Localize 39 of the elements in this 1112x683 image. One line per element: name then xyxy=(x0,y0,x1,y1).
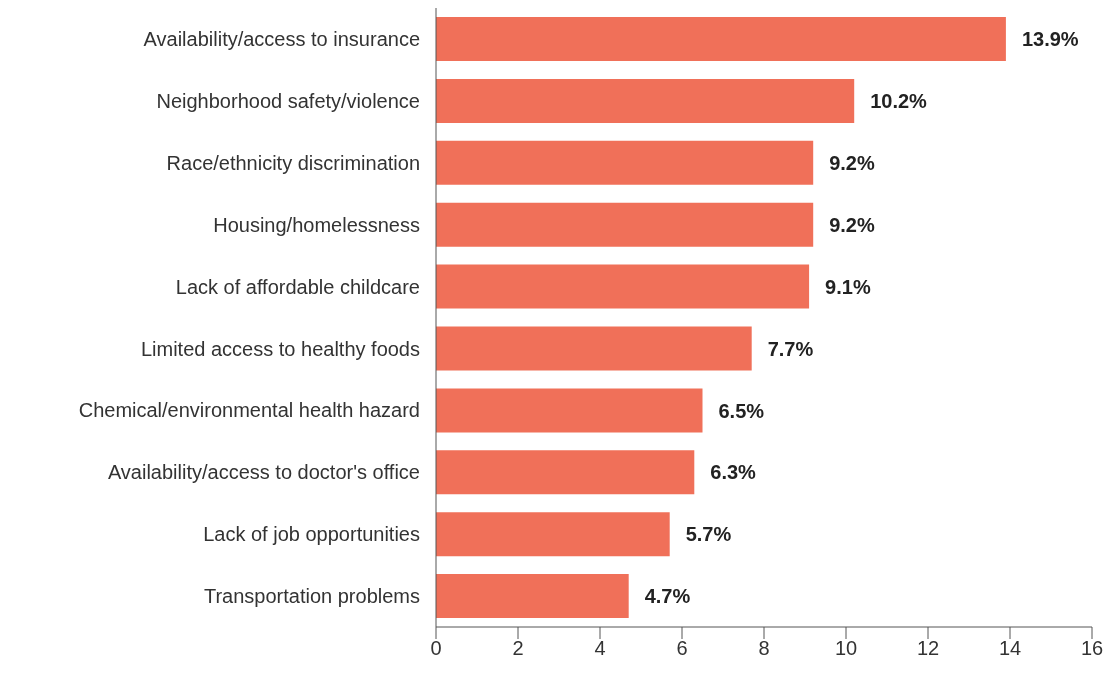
y-tick-label: Neighborhood safety/violence xyxy=(156,89,420,112)
data-label: 10.2% xyxy=(870,90,928,112)
x-tick-label: 16 xyxy=(1080,637,1104,660)
x-tick-label: 12 xyxy=(916,637,940,660)
data-label: 5.7% xyxy=(685,523,732,546)
bar xyxy=(436,264,810,309)
data-label: 13.9% xyxy=(1021,28,1079,51)
y-tick-label: Transportation problems xyxy=(203,585,420,608)
bar xyxy=(436,388,703,433)
y-tick-label: Housing/homelessness xyxy=(213,213,420,236)
x-tick-label: 10 xyxy=(834,637,858,660)
y-tick-label: Race/ethnicity discrimination xyxy=(166,151,420,174)
y-tick-label: Limited access to healthy foods xyxy=(140,337,420,360)
y-tick-label: Lack of job opportunities xyxy=(203,523,420,546)
data-label: 9.2% xyxy=(829,213,875,236)
bar xyxy=(436,140,814,185)
y-tick-label: Chemical/environmental health hazard xyxy=(78,399,420,422)
bar xyxy=(436,450,695,495)
bar xyxy=(436,202,814,247)
bar xyxy=(436,574,629,619)
data-label: 9.1% xyxy=(825,275,871,298)
y-tick-label: Lack of affordable childcare xyxy=(175,275,420,298)
y-tick-label: Availability/access to insurance xyxy=(143,28,420,51)
bar xyxy=(436,78,855,123)
data-label: 9.2% xyxy=(829,151,875,174)
x-tick-label: 8 xyxy=(758,637,770,660)
data-label: 4.7% xyxy=(644,585,691,608)
y-tick-label: Availability/access to doctor's office xyxy=(107,461,420,484)
bar xyxy=(436,17,1006,61)
x-tick-label: 6 xyxy=(676,637,688,660)
data-label: 6.5% xyxy=(718,399,765,422)
x-tick-label: 14 xyxy=(998,637,1022,660)
data-label: 6.3% xyxy=(710,461,757,484)
x-tick-label: 4 xyxy=(594,637,606,660)
bar xyxy=(436,512,670,557)
x-tick-label: 2 xyxy=(512,637,524,660)
bar xyxy=(436,326,752,371)
x-tick-label: 0 xyxy=(430,637,442,660)
data-label: 7.7% xyxy=(767,337,814,360)
